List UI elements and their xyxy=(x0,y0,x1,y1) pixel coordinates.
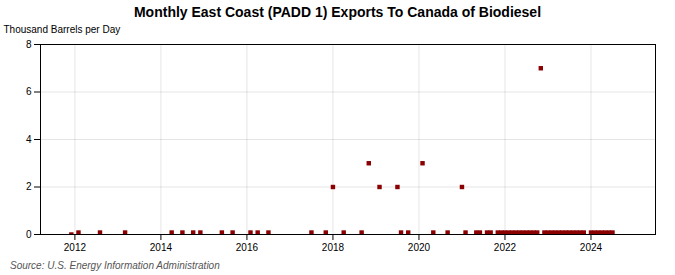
svg-text:2012: 2012 xyxy=(64,242,87,253)
svg-text:2: 2 xyxy=(26,181,32,192)
html-text:Monthly East Coast (PADD 1) Ex: Monthly East Coast (PADD 1) Exports To C… xyxy=(134,4,541,20)
svg-text:2020: 2020 xyxy=(408,242,431,253)
html-text:Source: U.S. Energy Informatio: Source: U.S. Energy Information Administ… xyxy=(10,260,220,271)
svg-text:0: 0 xyxy=(26,229,32,240)
svg-text:6: 6 xyxy=(26,86,32,97)
svg-text:2024: 2024 xyxy=(580,242,603,253)
svg-text:8: 8 xyxy=(26,39,32,50)
svg-text:2014: 2014 xyxy=(150,242,173,253)
svg-text:4: 4 xyxy=(26,134,32,145)
svg-text:2018: 2018 xyxy=(322,242,345,253)
svg-text:Thousand Barrels per Day: Thousand Barrels per Day xyxy=(4,24,121,35)
svg-text:2022: 2022 xyxy=(494,242,517,253)
svg-text:2016: 2016 xyxy=(236,242,259,253)
